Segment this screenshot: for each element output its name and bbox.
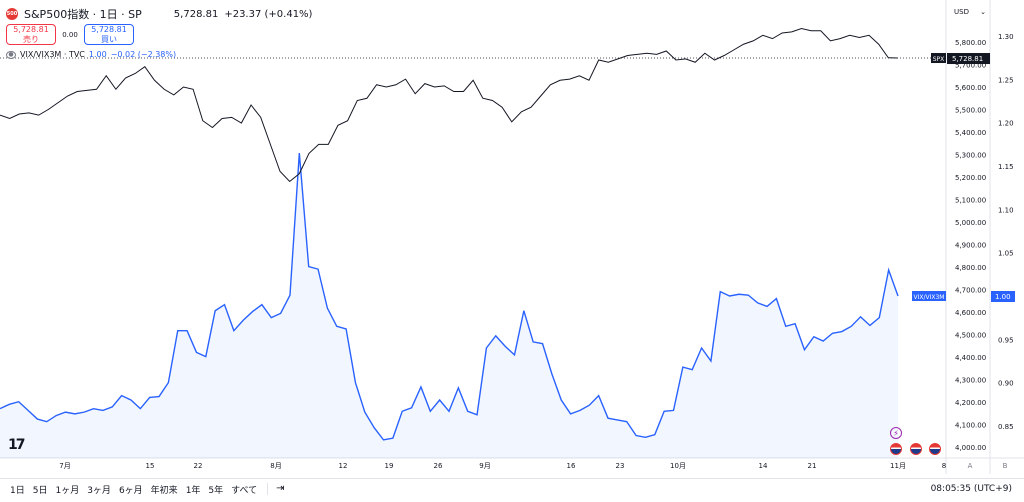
ratio-tick-label: 1.05: [998, 250, 1014, 258]
time-tick-label: 9月: [479, 462, 490, 470]
vix-line: [0, 152, 899, 441]
compare-name: VIX/VIX3M · TVC: [20, 50, 85, 59]
spx-series-tag-label: SPX: [933, 56, 945, 63]
toolbar-divider: [267, 483, 269, 495]
ratio-tick-label: 0.95: [998, 336, 1014, 344]
range-1y[interactable]: 1年: [185, 485, 201, 496]
spx-price-tag: [947, 53, 990, 65]
clock-time[interactable]: 08:05:35 (UTC+9): [930, 484, 1012, 494]
price-tick-label: 5,200.00: [955, 174, 986, 182]
buy-button[interactable]: 5,728.81 買い: [84, 24, 134, 45]
currency-selector[interactable]: USD ⌄: [948, 4, 992, 20]
ratio-tick-label: 0.90: [998, 380, 1014, 388]
vix-value-tag: [991, 291, 1015, 302]
ratio-tick-label: 1.20: [998, 120, 1014, 128]
time-tick-label: 23: [616, 462, 625, 470]
price-tick-label: 5,800.00: [955, 39, 986, 47]
range-6m[interactable]: 6ヶ月: [118, 485, 143, 496]
range-3m[interactable]: 3ヶ月: [87, 485, 111, 496]
price-tick-label: 4,900.00: [955, 242, 986, 250]
range-5d[interactable]: 5日: [32, 485, 48, 496]
price-tick-label: 5,400.00: [955, 129, 986, 137]
spx-series-tag: [931, 53, 946, 64]
price-tick-label: 5,600.00: [955, 84, 986, 92]
sell-price: 5,728.81: [13, 25, 49, 34]
vix-series-tag-label: VIX/VIX3M: [914, 294, 945, 301]
time-tick-label: 10月: [670, 462, 686, 470]
ratio-tick-label: 0.85: [998, 423, 1014, 431]
symbol-title[interactable]: S&P500指数 · 1日 · SP: [24, 8, 142, 21]
ratio-tick-label: 1.10: [998, 206, 1014, 214]
price-tick-label: 5,500.00: [955, 107, 986, 115]
price-tick-label: 4,500.00: [955, 332, 986, 340]
price-tick-label: 4,000.00: [955, 444, 986, 452]
spx-line: [0, 27, 899, 183]
range-5y[interactable]: 5年: [208, 485, 224, 496]
price-tick-label: 4,600.00: [955, 309, 986, 317]
auto-scale-button[interactable]: A: [967, 462, 973, 470]
range-ytd[interactable]: 年初来: [150, 485, 178, 496]
price-tick-label: 4,400.00: [955, 354, 986, 362]
bottom-toolbar: 1日 5日 1ヶ月 3ヶ月 6ヶ月 年初来 1年 5年 すべて ⇥ 08:05:…: [0, 478, 1024, 499]
price-tick-label: 5,700.00: [955, 62, 986, 70]
ratio-tick-label: 1.30: [998, 33, 1014, 41]
us-flag-icon[interactable]: [890, 443, 902, 455]
log-scale-button[interactable]: B: [1002, 462, 1008, 470]
lightning-icon[interactable]: ⚡: [890, 427, 902, 439]
currency-label: USD: [954, 8, 969, 16]
time-tick-label: 15: [146, 462, 155, 470]
time-tick-label: 7月: [59, 462, 70, 470]
vix-value-tag-label: 1.00: [995, 293, 1011, 301]
price-tick-label: 4,100.00: [955, 422, 986, 430]
price-tick-label: 5,300.00: [955, 152, 986, 160]
vix-area: [0, 153, 898, 458]
ratio-tick-label: 1.25: [998, 76, 1014, 84]
chevron-down-icon: ⌄: [980, 8, 986, 16]
tradingview-logo[interactable]: 17: [8, 437, 26, 453]
compare-change: −0.02 (−2.38%): [110, 50, 177, 59]
time-tick-label: 16: [567, 462, 576, 470]
range-1d[interactable]: 1日: [10, 485, 25, 496]
calendar-icon[interactable]: ⇥: [276, 483, 285, 494]
time-tick-label: 8: [942, 462, 946, 470]
buy-label: 買い: [101, 35, 117, 44]
price-tick-label: 5,100.00: [955, 197, 986, 205]
last-price: 5,728.81: [173, 8, 219, 20]
ratio-tick-label: 1.15: [998, 163, 1014, 171]
compare-value: 1.00: [88, 50, 107, 59]
price-tick-label: 4,200.00: [955, 399, 986, 407]
price-tick-label: 4,800.00: [955, 264, 986, 272]
spx-logo: 500: [6, 8, 18, 20]
range-all[interactable]: すべて: [231, 485, 258, 496]
time-tick-label: 8月: [270, 462, 281, 470]
chart-header: 500 S&P500指数 · 1日 · SP 5,728.81 +23.37 (…: [6, 6, 312, 22]
time-tick-label: 11月: [890, 462, 906, 470]
vix-series-tag: [912, 291, 946, 301]
price-change: +23.37 (+0.41%): [224, 8, 313, 20]
price-tick-label: 4,700.00: [955, 287, 986, 295]
time-tick-label: 12: [339, 462, 348, 470]
time-tick-label: 19: [385, 462, 394, 470]
time-tick-label: 26: [434, 462, 443, 470]
sell-label: 売り: [23, 35, 39, 44]
us-flag-icon[interactable]: [929, 443, 941, 455]
spx-price-tag-label: 5,728.81: [952, 55, 983, 63]
buy-price: 5,728.81: [91, 25, 127, 34]
us-flag-icon[interactable]: [910, 443, 922, 455]
trade-panel: 5,728.81 売り 0.00 5,728.81 買い: [6, 24, 134, 45]
time-tick-label: 22: [194, 462, 203, 470]
range-1m[interactable]: 1ヶ月: [55, 485, 80, 496]
compare-legend[interactable]: ● VIX/VIX3M · TVC 1.00 −0.02 (−2.38%): [6, 50, 176, 59]
time-tick-label: 14: [759, 462, 768, 470]
time-tick-label: 21: [808, 462, 817, 470]
price-tick-label: 5,000.00: [955, 219, 986, 227]
price-tick-label: 4,300.00: [955, 377, 986, 385]
eye-icon[interactable]: ●: [6, 50, 16, 59]
spread-value: 0.00: [62, 30, 78, 39]
sell-button[interactable]: 5,728.81 売り: [6, 24, 56, 45]
